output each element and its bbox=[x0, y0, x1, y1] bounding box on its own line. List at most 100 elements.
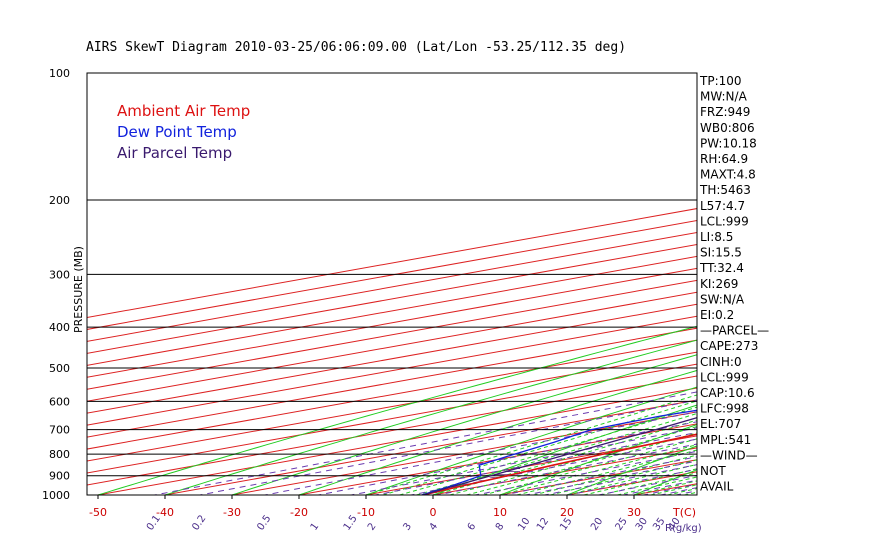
dry-adiabat-line bbox=[364, 386, 697, 495]
bottom-temperature-tick: -10 bbox=[357, 506, 375, 519]
mixing-ratio-label: 4 bbox=[428, 521, 441, 533]
pressure-tick-label: 900 bbox=[49, 470, 70, 483]
mixing-ratio-label: 6 bbox=[466, 521, 479, 533]
pressure-tick-label: 400 bbox=[49, 321, 70, 334]
index-item: PW:10.18 bbox=[700, 136, 757, 150]
x-axis-unit-label: T(C) bbox=[672, 506, 696, 519]
index-item: TT:32.4 bbox=[699, 261, 744, 275]
pressure-tick-label: 200 bbox=[49, 194, 70, 207]
index-item: MPL:541 bbox=[700, 433, 751, 447]
pressure-tick-label: 700 bbox=[49, 424, 70, 437]
dewpoint-line bbox=[421, 409, 697, 495]
mixing-ratio-line bbox=[500, 456, 697, 495]
temperature-line bbox=[422, 433, 697, 495]
isotherm-line bbox=[87, 327, 697, 438]
mixing-ratio-label: 1 bbox=[309, 521, 322, 533]
isotherm-line bbox=[87, 255, 697, 366]
index-item: EI:0.2 bbox=[700, 308, 734, 322]
legend-item: Air Parcel Temp bbox=[117, 144, 232, 162]
index-item: CINH:0 bbox=[700, 355, 742, 369]
index-item: TP:100 bbox=[699, 74, 742, 88]
isotherm-line bbox=[87, 363, 697, 474]
mixing-ratio-line bbox=[408, 438, 697, 495]
moist-adiabat-line bbox=[432, 419, 697, 495]
sounding-series bbox=[421, 409, 697, 495]
mixing-ratio-label: 0.2 bbox=[190, 513, 208, 532]
isotherm-line bbox=[87, 351, 697, 462]
moist-adiabat-line bbox=[449, 426, 697, 495]
moist-adiabat-line bbox=[667, 488, 697, 495]
index-item: FRZ:949 bbox=[700, 105, 750, 119]
mixing-ratio-line bbox=[348, 427, 697, 495]
index-item: EL:707 bbox=[700, 417, 741, 431]
moist-adiabat-line bbox=[566, 463, 697, 495]
parcel-line bbox=[422, 417, 697, 495]
bottom-temperature-tick: -50 bbox=[89, 506, 107, 519]
index-item: CAPE:273 bbox=[700, 339, 758, 353]
moist-adiabat-line bbox=[399, 406, 697, 495]
moist-adiabat-line bbox=[416, 412, 697, 495]
index-item: TH:5463 bbox=[699, 183, 751, 197]
index-item: —PARCEL— bbox=[700, 324, 769, 338]
moist-adiabat-line bbox=[499, 444, 697, 495]
index-item: SI:15.5 bbox=[700, 246, 742, 260]
mixing-ratio-line bbox=[197, 399, 697, 495]
bottom-temperature-tick: -30 bbox=[223, 506, 241, 519]
bottom-temperature-tick: 0 bbox=[430, 506, 437, 519]
index-item: LI:8.5 bbox=[700, 230, 733, 244]
dry-adiabat-line bbox=[230, 354, 697, 495]
mixing-ratio-label: 3 bbox=[401, 521, 414, 533]
mixing-ratio-label: 0.5 bbox=[255, 513, 273, 532]
bottom-temperature-ticks: -50 -40 -30 -20 -10 0 10 20 30 bbox=[89, 495, 641, 519]
index-item: LCL:999 bbox=[700, 214, 749, 228]
index-item: —WIND— bbox=[700, 448, 758, 462]
isotherm-line bbox=[161, 399, 697, 495]
moist-adiabat-line bbox=[382, 400, 697, 495]
mixing-ratio-label: 8 bbox=[494, 521, 507, 533]
mixing-ratio-line bbox=[372, 431, 697, 495]
bottom-temperature-tick: 10 bbox=[493, 506, 507, 519]
mixing-ratio-line bbox=[262, 411, 697, 495]
index-item: SW:N/A bbox=[700, 292, 745, 306]
index-item: LCL:999 bbox=[700, 370, 749, 384]
index-item: WB0:806 bbox=[700, 121, 755, 135]
bottom-temperature-tick: -20 bbox=[290, 506, 308, 519]
dry-adiabat-line bbox=[96, 325, 697, 495]
index-item: NOT bbox=[700, 464, 726, 478]
mixing-ratio-line bbox=[315, 421, 697, 495]
index-item: KI:269 bbox=[700, 277, 738, 291]
isotherm-line bbox=[87, 375, 697, 486]
pressure-tick-label: 600 bbox=[49, 395, 70, 408]
index-item: RH:64.9 bbox=[700, 152, 748, 166]
dry-adiabat-line bbox=[632, 469, 697, 495]
isobar-lines bbox=[87, 73, 697, 495]
chart-title: AIRS SkewT Diagram 2010-03-25/06:06:09.0… bbox=[86, 40, 626, 55]
mixing-ratio-label: 10 bbox=[516, 516, 532, 533]
legend-item: Dew Point Temp bbox=[117, 123, 237, 141]
moist-adiabat-line bbox=[516, 449, 697, 495]
isotherm-line bbox=[496, 459, 697, 495]
mixing-ratio-label: 2 bbox=[366, 521, 379, 533]
isotherm-lines bbox=[87, 54, 870, 504]
dry-adiabat-line bbox=[498, 424, 697, 495]
pressure-tick-label: 800 bbox=[49, 448, 70, 461]
isotherm-line bbox=[94, 387, 697, 495]
isotherm-line bbox=[87, 231, 697, 342]
y-axis-label: PRESSURE (MB) bbox=[72, 246, 85, 333]
bottom-temperature-tick: 20 bbox=[560, 506, 574, 519]
mixing-ratio-line bbox=[472, 450, 697, 495]
isotherm-line bbox=[362, 435, 697, 495]
index-item: AVAIL bbox=[700, 480, 734, 494]
index-item: LFC:998 bbox=[700, 402, 749, 416]
pressure-tick-label: 1000 bbox=[42, 489, 70, 502]
isotherm-line bbox=[785, 54, 870, 504]
pressure-tick-label: 300 bbox=[49, 268, 70, 281]
dry-adiabat-line bbox=[297, 369, 697, 495]
isotherm-line bbox=[87, 220, 697, 330]
index-item: MW:N/A bbox=[700, 90, 748, 104]
moist-adiabat-line bbox=[483, 438, 697, 495]
index-item: MAXT:4.8 bbox=[700, 168, 756, 182]
isotherm-line bbox=[87, 267, 697, 378]
dry-adiabat-line bbox=[748, 54, 870, 504]
